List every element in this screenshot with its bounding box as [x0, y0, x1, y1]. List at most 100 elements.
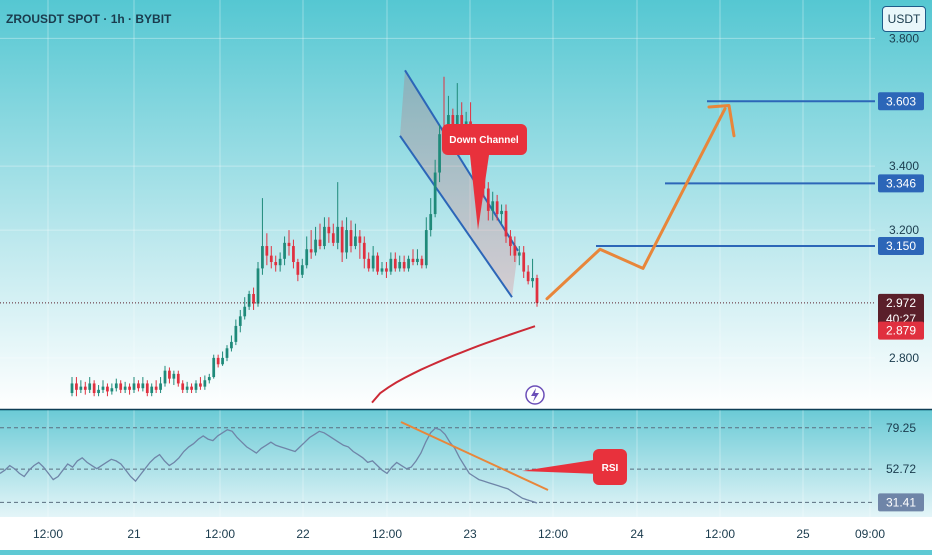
- candle-body: [168, 370, 171, 379]
- candle-body: [261, 246, 264, 269]
- candle-body: [181, 383, 185, 390]
- projection-path[interactable]: [545, 107, 727, 301]
- moving-average-line: [371, 325, 536, 404]
- candle-body: [75, 383, 78, 390]
- callout-label: Down Channel: [449, 135, 519, 146]
- candle-body: [327, 226, 331, 234]
- candle-body: [318, 239, 322, 247]
- candle-body: [429, 214, 433, 231]
- candle-body: [336, 226, 340, 243]
- level-price-tag[interactable]: 3.603: [878, 92, 924, 111]
- level-price-tag[interactable]: 3.150: [878, 237, 924, 256]
- candle-body: [163, 370, 167, 384]
- candle: [283, 236, 286, 266]
- candle-body: [238, 316, 242, 326]
- candle-body: [154, 386, 158, 390]
- time-tick-label: 21: [127, 527, 141, 541]
- candle-body: [83, 386, 87, 390]
- candle: [150, 383, 154, 397]
- candle-body: [455, 115, 459, 128]
- down-channel-callout[interactable]: Down Channel: [442, 124, 527, 230]
- candle: [376, 252, 379, 275]
- price-projection: [525, 103, 736, 405]
- candle-body: [367, 258, 371, 269]
- time-tick-label: 25: [796, 527, 810, 541]
- rsi-trendline[interactable]: [400, 421, 549, 491]
- candle: [79, 380, 83, 394]
- candle-body: [70, 383, 74, 394]
- time-tick-label: 22: [296, 527, 310, 541]
- candle: [491, 191, 495, 221]
- candle-body: [323, 226, 326, 247]
- candle-body: [486, 188, 490, 211]
- candle-body: [203, 380, 207, 387]
- rsi-callout[interactable]: RSI: [522, 449, 627, 485]
- time-tick-label: 23: [463, 527, 477, 541]
- candle-body: [526, 271, 530, 282]
- candle-body: [269, 255, 273, 263]
- time-tick-label: 12:00: [372, 527, 402, 541]
- candle-body: [283, 242, 286, 259]
- candle-body: [424, 230, 428, 266]
- target-levels: [0, 100, 875, 304]
- candle: [513, 236, 517, 263]
- candle: [110, 383, 114, 395]
- candle-body: [433, 172, 437, 215]
- candle: [535, 274, 539, 307]
- candle-body: [393, 258, 397, 269]
- channel-upper-line[interactable]: [404, 69, 519, 252]
- candle: [75, 377, 78, 397]
- candle-body: [176, 373, 180, 384]
- candle-body: [416, 258, 419, 263]
- time-tick-label: 12:00: [538, 527, 568, 541]
- callout-box: [442, 124, 527, 155]
- candle: [199, 377, 202, 390]
- candle: [274, 255, 278, 272]
- candle: [429, 198, 433, 237]
- candle-body: [385, 268, 388, 272]
- candle: [362, 236, 366, 269]
- candle: [349, 220, 353, 253]
- axes: 3.800 3.400 3.200 2.800 3.603 3.346 3.150 2.972…: [33, 0, 932, 541]
- candle: [486, 182, 490, 221]
- candle-body: [420, 258, 424, 266]
- candle-body: [517, 252, 521, 256]
- candle: [238, 309, 242, 333]
- candle-body: [247, 293, 251, 307]
- candle-body: [292, 246, 295, 263]
- candle-body: [92, 383, 96, 394]
- candle-body: [340, 226, 344, 253]
- candle-body: [212, 357, 216, 378]
- candle: [495, 194, 499, 221]
- price-tick-label: 3.400: [889, 159, 919, 173]
- channel-lower-line[interactable]: [399, 135, 513, 298]
- candle: [318, 223, 322, 250]
- header-separator: ·: [100, 12, 111, 26]
- price-axis[interactable]: [876, 0, 932, 517]
- candle: [141, 377, 145, 392]
- candle-body: [106, 386, 109, 392]
- candle: [88, 377, 92, 394]
- time-tick-label: 24: [630, 527, 644, 541]
- down-channel: [399, 69, 519, 298]
- candle: [92, 380, 96, 397]
- candle: [380, 262, 384, 275]
- currency-button[interactable]: USDT: [882, 6, 926, 32]
- interval-label[interactable]: 1h: [110, 12, 125, 26]
- candle-body: [265, 246, 269, 256]
- exchange-label: BYBIT: [135, 12, 172, 26]
- candle-body: [491, 201, 495, 211]
- lightning-icon[interactable]: [525, 385, 545, 405]
- level-price-tag[interactable]: 3.346: [878, 174, 924, 193]
- time-tick-label: 12:00: [33, 527, 63, 541]
- candle-body: [509, 236, 512, 247]
- rsi-line: [0, 427, 538, 504]
- candle-body: [256, 268, 260, 304]
- candle-body: [252, 293, 255, 304]
- candle-body: [371, 255, 375, 269]
- candle: [323, 217, 326, 250]
- candle-body: [88, 383, 92, 390]
- projection-arrowhead: [707, 103, 736, 138]
- candle: [531, 258, 534, 288]
